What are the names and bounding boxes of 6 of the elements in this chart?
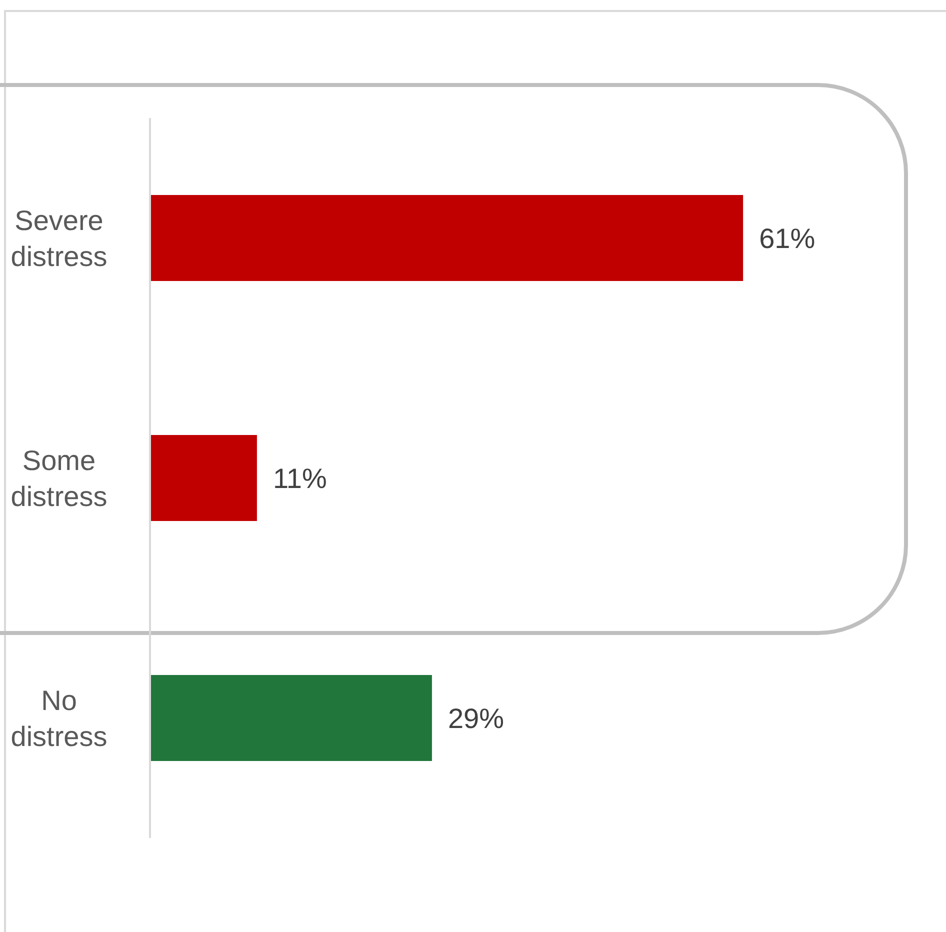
data-label: 29% xyxy=(448,703,504,734)
y-tick-label: No distress xyxy=(10,685,108,752)
data-label: 61% xyxy=(759,223,816,254)
y-tick-label: Some distress xyxy=(10,445,108,512)
data-label: 11% xyxy=(272,463,327,494)
y-tick-label: Severe distress xyxy=(10,205,108,272)
